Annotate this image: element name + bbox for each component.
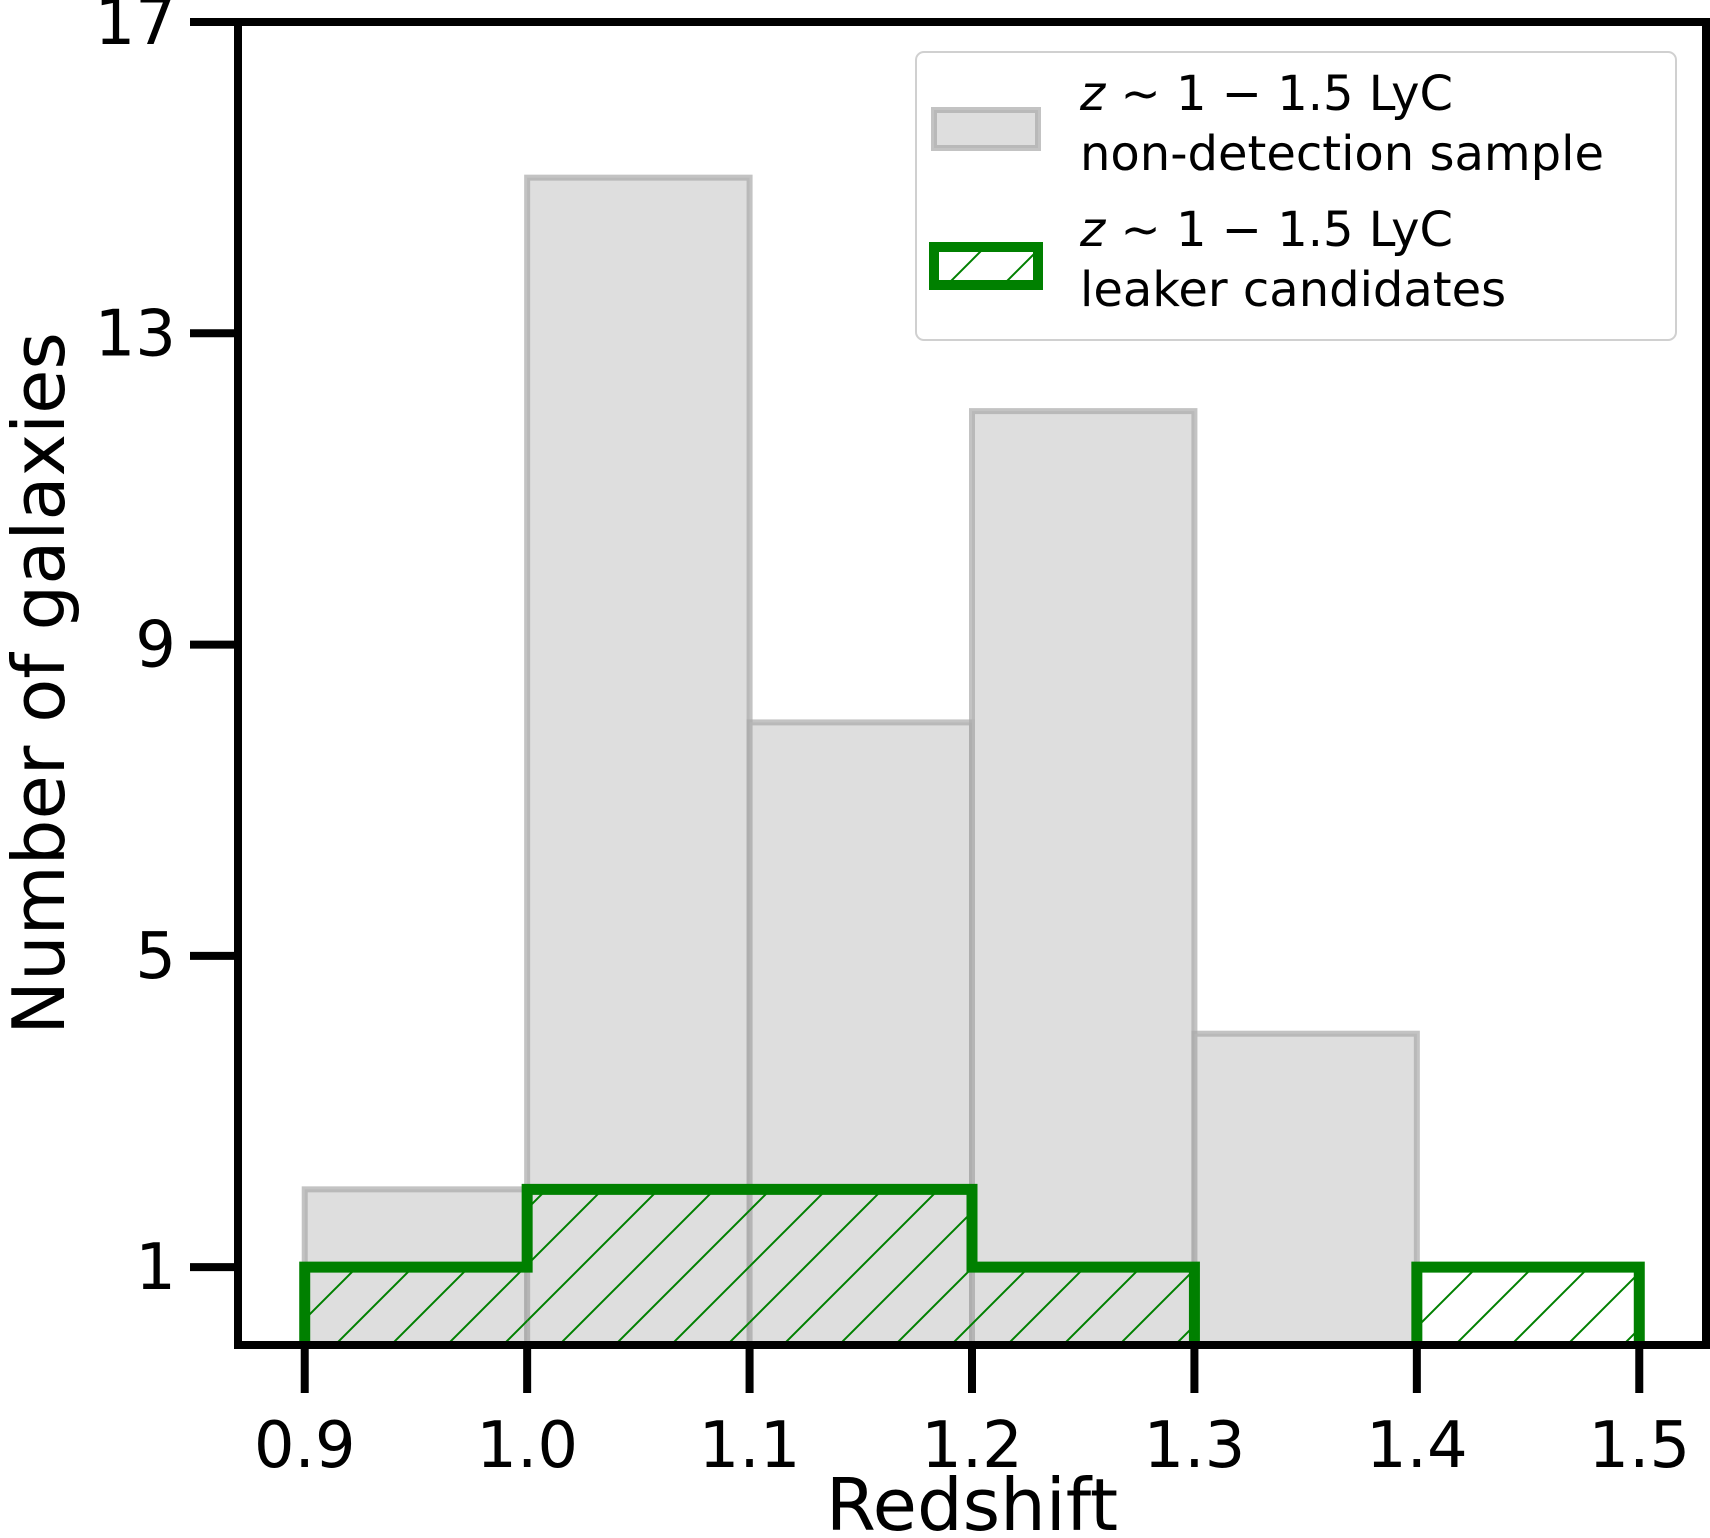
non-detection-bar <box>1191 1030 1420 1349</box>
x-axis-label: Redshift <box>826 1463 1118 1538</box>
non-detection-bar <box>524 174 753 1348</box>
legend-handle-leaker <box>929 242 1043 290</box>
x-tick-label: 1.1 <box>699 1409 801 1483</box>
y-axis-ticks: 1 5 9 13 17 <box>95 0 238 1305</box>
y-tick-label: 13 <box>95 297 176 371</box>
leaker-hatch-fill <box>972 1267 1195 1345</box>
y-axis-label: Number of galaxies <box>0 332 81 1035</box>
x-axis-ticks: 0.9 1.0 1.1 1.2 1.3 1.4 1.5 <box>254 1345 1690 1483</box>
non-detection-bars <box>301 174 1420 1349</box>
leaker-step-outline <box>299 1183 1645 1345</box>
leaker-hatch-fill <box>1416 1267 1640 1345</box>
x-tick-label: 1.4 <box>1366 1409 1468 1483</box>
non-detection-bar <box>969 408 1198 1348</box>
legend-label-line1: z ∼ 1 − 1.5 LyC <box>1079 202 1453 258</box>
legend-box <box>915 51 1677 341</box>
legend-label-line1: z ∼ 1 − 1.5 LyC <box>1079 66 1453 122</box>
x-tick-label: 1.0 <box>476 1409 578 1483</box>
leaker-hatch-fill <box>527 1189 750 1345</box>
y-tick-label: 17 <box>95 0 176 60</box>
y-tick-label: 9 <box>135 609 176 683</box>
y-tick-label: 5 <box>135 920 176 994</box>
y-tick-label: 1 <box>135 1231 176 1305</box>
legend-label-line2: non-detection sample <box>1080 126 1604 182</box>
x-tick-label: 1.2 <box>921 1409 1023 1483</box>
x-tick-label: 0.9 <box>254 1409 356 1483</box>
x-tick-label: 1.5 <box>1588 1409 1690 1483</box>
legend-label-line2: leaker candidates <box>1080 262 1506 318</box>
leaker-hatch-fill <box>304 1267 528 1345</box>
leaker-step-histogram <box>299 1183 1645 1345</box>
x-tick-label: 1.3 <box>1144 1409 1246 1483</box>
legend-handle-non-detection <box>931 107 1041 151</box>
leaker-hatch-fill <box>749 1189 972 1345</box>
